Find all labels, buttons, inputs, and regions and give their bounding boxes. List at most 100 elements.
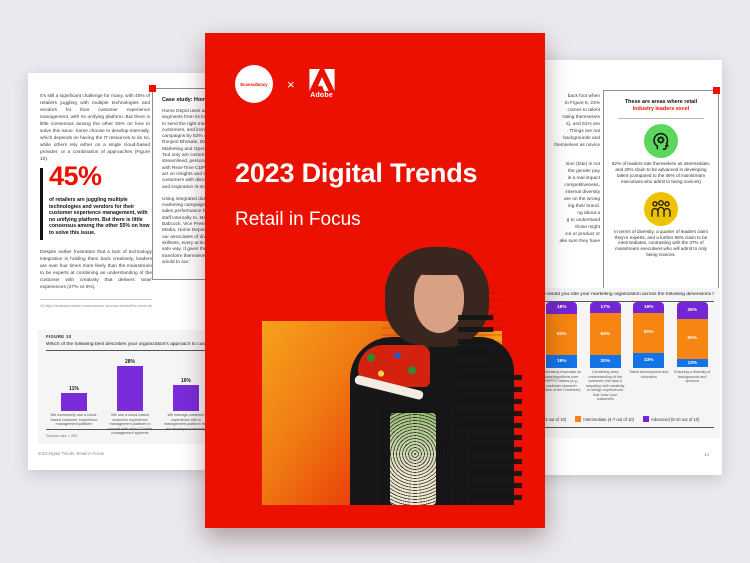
text-line: Ronjent Bhosale, Director xyxy=(162,140,217,146)
text-line: with Real-Time CDP, we xyxy=(162,165,214,171)
right-text-block-2: sion (D&I) is not the gender pay is a real… xyxy=(420,161,600,245)
text-line: is a real impact xyxy=(567,176,600,181)
callout-item-text: In terms of diversity, a quarter of lead… xyxy=(614,228,708,258)
bar-value-label: 28% xyxy=(124,359,135,366)
text-line: would to our.' xyxy=(162,259,191,265)
text-line: campaigns by 62% using xyxy=(162,134,216,140)
stacked-segment: 16% xyxy=(633,302,665,313)
leaders-callout-box: These are areas where retail industry le… xyxy=(603,90,719,295)
bar-category-label: Combining deep understanding of the cust… xyxy=(585,370,625,401)
stacked-segment: 61% xyxy=(633,312,665,353)
text-line: themselves as novice xyxy=(554,143,600,148)
stacked-figure-panel: How would you rate your marketing organi… xyxy=(518,288,720,438)
page-number: 14 xyxy=(704,452,710,457)
adobe-logo-text: Adobe xyxy=(310,92,333,99)
bar-value-label: 11% xyxy=(69,386,79,393)
legend-label: Novice (1-3 out of 10) xyxy=(526,416,567,422)
head-gear-icon xyxy=(644,124,678,158)
chart-bottom-rule xyxy=(536,427,714,428)
people-group-icon xyxy=(644,191,678,226)
text-line: Media, Home Depot: 'For xyxy=(162,228,216,234)
figure-label: FIGURE 10 xyxy=(46,334,72,339)
red-corner-marker xyxy=(713,87,720,94)
callout-title-line1: These are areas where retail xyxy=(624,99,698,105)
report-cover: Econsultancy × Adobe 2023 Digital Trends… xyxy=(205,33,545,528)
text-line: internal diversity xyxy=(565,190,600,195)
cover-subtitle: Retail in Focus xyxy=(235,209,361,230)
text-line: Marketing and Operations xyxy=(162,146,218,152)
text-line: to send the right message xyxy=(162,121,218,127)
chart-bottom-rule xyxy=(46,429,360,430)
callout-divider xyxy=(618,118,704,119)
stat-accent-bar xyxy=(40,168,43,240)
text-line: segments from its loyalty xyxy=(162,115,215,121)
stacked-segment: 23% xyxy=(633,352,665,368)
stacked-segment: 60% xyxy=(676,319,708,359)
model-face xyxy=(414,267,464,333)
legend-item: Intermediate (4-7 out of 10) xyxy=(575,416,634,422)
text-line: 'Not only are customer xyxy=(162,153,210,159)
red-corner-marker xyxy=(149,85,156,92)
legend-label: Intermediate (4-7 out of 10) xyxy=(583,416,635,422)
legend-swatch xyxy=(575,416,582,422)
stacked-bar: 17% 63% 20% xyxy=(589,302,621,368)
text-line: ake sure they have xyxy=(559,239,600,244)
stacked-segment: 19% xyxy=(546,355,578,368)
adobe-logo: Adobe xyxy=(309,69,335,99)
text-line: comes to talent xyxy=(567,108,600,113)
callout-item-text: 52% of leaders rate themselves as interm… xyxy=(611,161,711,184)
intro-paragraph: It's still a significant challenge for m… xyxy=(40,94,150,162)
bar-column: 28% xyxy=(102,351,158,411)
text-line: Using integrated data for xyxy=(162,196,215,202)
text-line: backgrounds and xyxy=(563,136,600,141)
callout-title-line2: industry leaders excel xyxy=(632,106,690,112)
bar xyxy=(173,385,199,411)
text-line: . Things are not xyxy=(566,129,600,134)
figure-title: How would you rate your marketing organi… xyxy=(536,292,714,297)
text-line: ice or product or xyxy=(565,232,600,237)
adobe-a-icon xyxy=(309,69,335,91)
bar xyxy=(61,393,87,411)
text-line: s), and 61% are xyxy=(566,122,600,127)
stacked-bar: 18% 63% 19% xyxy=(546,302,578,368)
bar-category-label: We use a cloud-based customer experience… xyxy=(108,413,153,436)
text-line: our associates of diverse xyxy=(162,234,216,240)
text-line: ng about a xyxy=(577,211,600,216)
text-line: skillsets, every action in a xyxy=(162,240,217,246)
bar xyxy=(117,366,143,411)
stat-text: of retailers are juggling multiple techn… xyxy=(49,197,150,236)
legend-item: Advanced (8-10 out of 10) xyxy=(643,416,699,422)
text-line: marketing campaigns and xyxy=(162,203,217,209)
econsultancy-logo: Econsultancy xyxy=(235,65,273,103)
text-line: sion (D&I) is not xyxy=(565,162,600,167)
text-line: customers, and increased xyxy=(162,127,217,133)
text-line: the gender pay xyxy=(567,169,600,174)
bar-column: 11% xyxy=(46,351,102,411)
stacked-segment: 26% xyxy=(676,302,708,320)
text-line: rating themselves xyxy=(562,115,600,120)
stacked-bar-column: 17% 63% 20% xyxy=(584,302,628,368)
stacked-bar: 26% 60% 13% xyxy=(676,302,708,368)
page-footer: 2023 Digital Trends: Retail in Focus xyxy=(38,451,105,456)
bar-category-label: Talent development and education xyxy=(629,370,669,379)
chart-top-rule xyxy=(536,301,714,302)
text-line: act on insights and serve xyxy=(162,171,216,177)
stacked-bar: 16% 61% 23% xyxy=(633,302,665,368)
footnote: 10 https://business.adobe.com/customer-s… xyxy=(40,304,152,308)
text-line: customers with discovery xyxy=(162,178,216,184)
text-line: transform themselves as I xyxy=(162,253,217,259)
bar-category-label: We exclusively use a cloud-based custome… xyxy=(50,413,98,427)
model-fringe xyxy=(408,247,474,275)
chart-top-rule xyxy=(46,350,360,351)
right-column-text: back foot when to Figure 6, 23% comes to t… xyxy=(420,93,600,245)
stacked-bar-column: 26% 60% 13% xyxy=(671,302,715,368)
text-line: safe way. It gives them to xyxy=(162,247,216,253)
stacked-bars: 18% 63% 19% 17% 63% 20% 16% 61% 23% 26% 60% 13% xyxy=(540,302,714,368)
brand-row: Econsultancy × Adobe xyxy=(235,65,335,103)
text-line: those might xyxy=(575,225,600,230)
bar-category-label: Increasing emphasis on data/algorithms o… xyxy=(542,370,582,392)
bar-category-label: Ensuring a diversity of backgrounds and … xyxy=(674,370,711,383)
bar-category-label: We manage customer experience with a man… xyxy=(163,413,208,431)
cover-photo-illustration xyxy=(262,247,522,505)
